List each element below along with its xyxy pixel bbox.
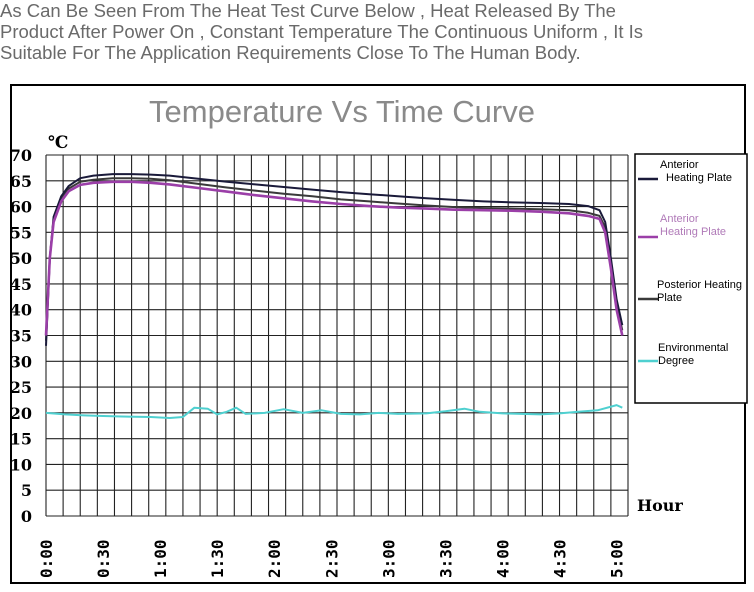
legend-label: Posterior Heating: [657, 279, 742, 291]
legend-label: Environmental: [658, 342, 728, 354]
x-tick-label: 2:00: [265, 539, 284, 578]
y-tick-label: 30: [10, 352, 32, 371]
legend-label: Heating Plate: [666, 172, 732, 184]
y-tick-label: 0: [21, 507, 32, 526]
y-tick-label: 65: [10, 172, 32, 191]
legend-label: Heating Plate: [660, 226, 726, 238]
y-tick-label: 55: [10, 223, 32, 242]
series-line: [45, 404, 623, 419]
x-tick-label: 4:30: [551, 539, 570, 578]
series-line: [45, 177, 624, 341]
series-line: [44, 180, 624, 336]
series-lines: [44, 173, 624, 419]
x-axis-label: Hour: [637, 496, 683, 515]
y-tick-label: 50: [10, 249, 32, 268]
grid: [45, 154, 629, 517]
x-tick-label: 4:00: [493, 539, 512, 578]
series-line: [45, 173, 624, 346]
intro-line-3: Suitable For The Application Requirement…: [0, 42, 581, 63]
intro-line-1: As Can Be Seen From The Heat Test Curve …: [0, 0, 616, 21]
x-tick-label: 5:00: [608, 539, 627, 578]
y-tick-label: 5: [21, 481, 32, 500]
y-tick-label: 25: [10, 378, 32, 397]
legend-label: Anterior: [660, 159, 699, 171]
y-tick-label: 45: [10, 275, 32, 294]
y-tick-label: 40: [10, 301, 32, 320]
y-tick-label: 70: [10, 146, 32, 165]
legend-label: Degree: [658, 355, 694, 367]
y-tick-label: 20: [10, 404, 32, 423]
x-tick-labels: 0:00 0:30 1:00 1:30 2:00 2:30 3:00 3:30 4:00 4:30…: [37, 539, 627, 578]
x-tick-label: 1:30: [208, 539, 227, 578]
intro-line-2: Product After Power On , Constant Temper…: [0, 21, 644, 42]
x-tick-label: 0:30: [94, 539, 113, 578]
chart-title: Temperature Vs Time Curve: [149, 94, 535, 129]
y-tick-labels: 0 5 10 15 20 25 30 35 40 45 50 55 60 65 70: [10, 146, 32, 526]
legend-label: Anterior: [660, 213, 699, 225]
y-tick-label: 35: [10, 327, 32, 346]
legend-label: Plate: [657, 292, 682, 304]
x-tick-label: 0:00: [37, 539, 56, 578]
intro-paragraph: As Can Be Seen From The Heat Test Curve …: [0, 0, 754, 63]
y-axis-label: ℃: [48, 133, 68, 153]
x-tick-label: 3:00: [379, 539, 398, 578]
y-tick-label: 15: [10, 430, 32, 449]
y-tick-label: 10: [10, 455, 32, 474]
x-tick-label: 3:30: [436, 539, 455, 578]
y-tick-label: 60: [10, 198, 32, 217]
x-tick-label: 2:30: [322, 539, 341, 578]
x-tick-label: 1:00: [151, 539, 170, 578]
